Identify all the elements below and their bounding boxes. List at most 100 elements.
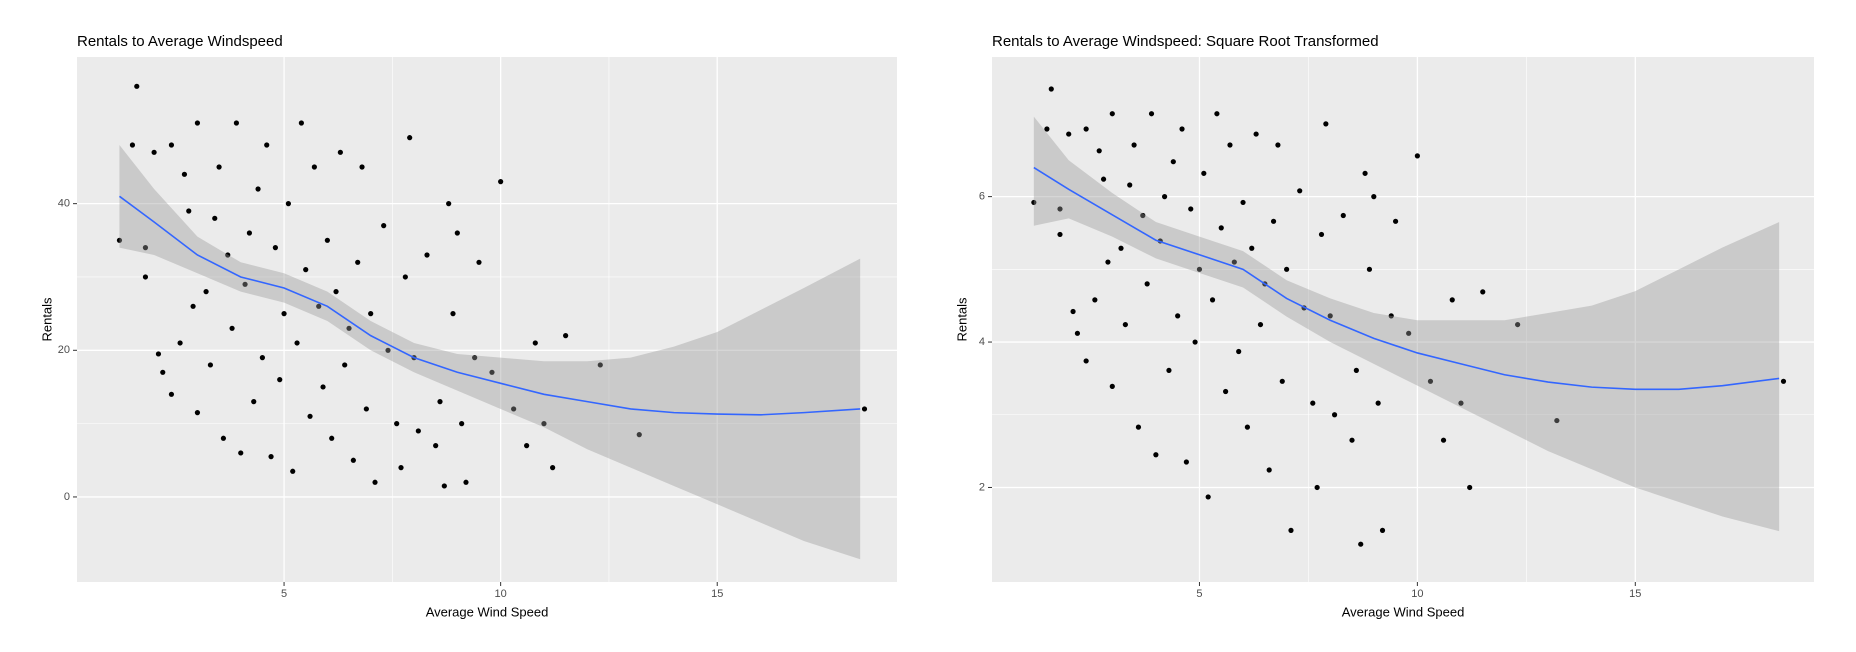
data-point xyxy=(194,410,201,416)
data-point xyxy=(1253,131,1259,137)
data-point xyxy=(246,230,253,236)
data-point xyxy=(1170,159,1176,165)
y-axis-label: Rentals xyxy=(954,297,969,342)
data-point xyxy=(1388,313,1394,319)
data-point xyxy=(255,186,261,192)
x-tick-label: 15 xyxy=(711,588,723,600)
smooth-line xyxy=(118,195,861,416)
data-point xyxy=(151,149,157,155)
data-point xyxy=(498,179,504,185)
data-point xyxy=(463,479,469,485)
data-point xyxy=(1249,245,1255,251)
x-tick-label: 10 xyxy=(1411,588,1423,600)
data-point xyxy=(1188,206,1194,212)
data-point xyxy=(1031,199,1037,206)
data-point xyxy=(511,406,517,412)
y-tick-label: 6 xyxy=(979,191,985,203)
data-point xyxy=(359,164,365,170)
data-point xyxy=(220,435,227,441)
confidence-band xyxy=(119,144,861,560)
data-point xyxy=(1379,527,1386,533)
data-point xyxy=(1366,266,1373,272)
data-point xyxy=(290,468,296,474)
y-tick-label: 2 xyxy=(979,481,985,493)
data-point xyxy=(1284,266,1290,272)
y-tick-label: 40 xyxy=(58,198,70,210)
data-point xyxy=(1349,437,1355,443)
data-point xyxy=(1144,281,1150,287)
data-point xyxy=(1231,259,1237,265)
data-point xyxy=(320,384,326,390)
data-point xyxy=(1166,367,1172,374)
data-point xyxy=(259,355,265,361)
data-point xyxy=(272,245,278,251)
chart-title: Rentals to Average Windspeed: Square Roo… xyxy=(992,33,1379,50)
data-point xyxy=(129,142,136,148)
data-point xyxy=(1358,541,1364,547)
data-point xyxy=(1105,259,1111,265)
data-point xyxy=(1375,400,1381,406)
data-point xyxy=(190,303,196,309)
data-point xyxy=(168,391,175,397)
data-point xyxy=(1118,245,1124,251)
data-point xyxy=(541,421,547,427)
data-point xyxy=(134,83,140,89)
data-point xyxy=(203,289,209,295)
data-point xyxy=(1209,297,1216,303)
data-point xyxy=(1323,121,1329,127)
data-point xyxy=(1449,297,1455,303)
data-point xyxy=(1554,417,1560,424)
x-tick-label: 5 xyxy=(281,588,287,600)
data-point xyxy=(1244,424,1251,430)
smooth-line xyxy=(1033,166,1780,391)
data-point xyxy=(1100,176,1107,182)
data-point xyxy=(1074,330,1081,336)
data-point xyxy=(454,230,460,236)
data-point xyxy=(1414,153,1420,159)
chart-title: Rentals to Average Windspeed xyxy=(77,33,283,50)
data-point xyxy=(1480,289,1486,295)
data-point xyxy=(1131,142,1137,148)
data-point xyxy=(1140,212,1146,219)
data-point xyxy=(524,443,530,449)
data-point xyxy=(216,164,222,170)
data-point xyxy=(437,399,443,405)
data-point xyxy=(1201,170,1207,176)
data-point xyxy=(1266,467,1272,473)
data-point xyxy=(381,223,387,229)
data-point xyxy=(181,171,188,177)
data-point xyxy=(333,289,339,295)
data-point xyxy=(1318,231,1325,238)
data-point xyxy=(1270,218,1277,224)
data-point xyxy=(177,340,183,346)
data-point xyxy=(1044,126,1050,132)
data-point xyxy=(1196,266,1203,272)
data-point xyxy=(433,443,439,449)
data-point xyxy=(251,399,257,405)
data-point xyxy=(1279,378,1285,384)
data-point xyxy=(1083,358,1089,364)
data-point xyxy=(307,413,313,419)
data-point xyxy=(303,267,309,273)
data-point xyxy=(242,281,248,287)
data-point xyxy=(1092,297,1098,303)
data-point xyxy=(1297,188,1303,194)
data-point xyxy=(1257,321,1264,328)
data-point xyxy=(1406,330,1412,336)
data-point xyxy=(324,237,330,243)
x-tick-label: 5 xyxy=(1196,588,1202,600)
data-point xyxy=(229,325,235,331)
data-point xyxy=(1371,194,1377,200)
data-point xyxy=(450,311,456,317)
data-point xyxy=(1066,131,1072,137)
data-point xyxy=(116,237,123,243)
data-point xyxy=(446,201,452,207)
data-point xyxy=(415,428,421,434)
data-point xyxy=(1109,383,1115,389)
data-point xyxy=(1310,400,1316,406)
data-point xyxy=(398,465,404,471)
y-axis-label: Rentals xyxy=(39,297,54,342)
data-point xyxy=(407,135,413,141)
data-point xyxy=(311,164,317,170)
x-tick-label: 15 xyxy=(1629,588,1641,600)
